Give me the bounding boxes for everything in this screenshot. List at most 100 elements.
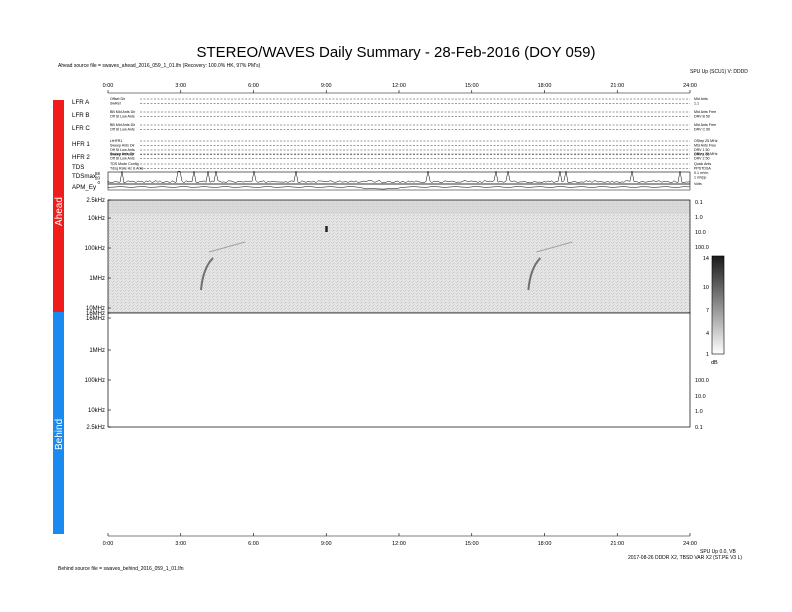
hk-sub-label: LtHFR1 xyxy=(110,139,122,143)
time-tick-bottom: 3:00 xyxy=(175,541,186,547)
time-tick-top: 9:00 xyxy=(321,83,332,89)
time-tick-top: 21:00 xyxy=(610,83,624,89)
hk-right-label: DRV B 50 xyxy=(694,115,710,119)
colorbar-tick: 1 xyxy=(706,352,709,358)
spike-mark xyxy=(325,226,328,232)
ahead-freq-label: 100kHz xyxy=(85,246,105,252)
ahead-band xyxy=(108,200,690,214)
bottom-right-note-1: SPU Up 0.0, VB xyxy=(700,549,736,555)
bottom-right-note-2: 2017-08-26 DDDR X2, TBSD VAR X2 (ST.PE V… xyxy=(628,555,743,561)
hk-sub-label: Off St Low Ants xyxy=(110,115,135,119)
time-tick-top: 24:00 xyxy=(683,83,697,89)
colorbar-tick: 14 xyxy=(703,256,709,262)
hk-right-label: Mid Ants Free xyxy=(694,144,716,148)
hk-right-label: Mid Ants Free xyxy=(694,123,716,127)
hk-right-label: Quick Ants xyxy=(694,162,711,166)
ahead-freq-label: 2.5kHz xyxy=(86,198,105,204)
hk-right-label: DRV 2 50 xyxy=(694,157,710,161)
hk-sub-label: BB Mid Ants Dir xyxy=(110,110,136,114)
ahead-right-tick: 10.0 xyxy=(695,230,706,236)
hk-sub-label: Offset Dir xyxy=(110,97,126,101)
hk-right-label: DRV 1 50 xyxy=(694,153,710,157)
behind-freq-label: 1MHz xyxy=(89,348,105,354)
hk-sub-label: Off St Low Ants xyxy=(110,148,135,152)
time-tick-bottom: 18:00 xyxy=(538,541,552,547)
behind-right-tick: 1.0 xyxy=(695,409,703,415)
hk-row-label: LFR C xyxy=(72,125,90,132)
behind-freq-label: 2.5kHz xyxy=(86,425,105,431)
time-tick-bottom: 0:00 xyxy=(103,541,114,547)
hk-sub-label: Sweep Ants Dir xyxy=(110,144,135,148)
hk-right-label: Volts xyxy=(694,182,702,186)
time-tick-top: 6:00 xyxy=(248,83,259,89)
hk-right-label: 1.1 xyxy=(694,102,699,106)
ahead-freq-label: 16MHz xyxy=(86,311,105,317)
colorbar-unit: dB xyxy=(711,360,718,366)
hk-right-label: Mid Ants Free xyxy=(694,110,716,114)
hk-right-label: OStep 25 MHz xyxy=(694,152,718,156)
tdsmax-scale-label: 0 xyxy=(97,180,100,185)
radio-burst xyxy=(200,257,214,291)
hk-right-label: 0.1 mVm xyxy=(694,171,708,175)
behind-right-tick: 0.1 xyxy=(695,425,703,431)
tdsmax-scale-label: 55 xyxy=(95,171,101,176)
hk-sub-label: Tdsq Rate Hz & Ants xyxy=(110,167,144,171)
hk-right-label: DRV C 50 xyxy=(694,128,710,132)
hk-right-label: Mid Ants xyxy=(694,97,708,101)
hk-right-label: OStep 25 MHz xyxy=(694,139,718,143)
behind-frame xyxy=(107,312,691,428)
hk-sub-label: BB Mid Ants Dir xyxy=(110,123,136,127)
hk-sub-label: TDS Mode Config xyxy=(110,162,139,166)
hk-row-label: HFR 2 xyxy=(72,154,90,161)
ahead-source-line: Ahead source file = swaves_ahead_2016_05… xyxy=(58,63,261,69)
behind-freq-label: 16MHz xyxy=(86,316,105,322)
hk-right-label: DRV 1 50 xyxy=(694,148,710,152)
tdsmax-trace xyxy=(107,170,691,184)
hk-row-label: HFR 1 xyxy=(72,141,90,148)
hk-right-label: PPSTDSA xyxy=(694,167,711,171)
colorbar-tick: 4 xyxy=(706,331,709,337)
ahead-right-tick: 0.1 xyxy=(695,200,703,206)
time-tick-bottom: 15:00 xyxy=(465,541,479,547)
colorbar xyxy=(711,255,725,355)
hk-row-label: TDSmax xyxy=(72,173,97,180)
ahead-bar xyxy=(53,100,64,312)
hk-row-label: LFR A xyxy=(72,99,90,106)
behind-freq-label: 10kHz xyxy=(88,408,105,414)
hk-right-label: 1 mVpp xyxy=(694,176,706,180)
burst-tail xyxy=(208,241,246,253)
time-tick-bottom: 12:00 xyxy=(392,541,406,547)
hk-sub-label: Off St Low Ants xyxy=(110,157,135,161)
apm-trace xyxy=(107,186,691,190)
ahead-freq-label: 10kHz xyxy=(88,216,105,222)
tdsmax-scale-label: 20 xyxy=(95,176,101,181)
hk-sub-label: Sweep Rt Ants xyxy=(110,153,134,157)
time-tick-top: 18:00 xyxy=(538,83,552,89)
behind-source-line: Behind source file = swaves_behind_2016_… xyxy=(58,566,184,572)
ahead-spectrogram xyxy=(108,200,690,313)
page-title: STEREO/WAVES Daily Summary - 28-Feb-2016… xyxy=(196,44,596,61)
time-tick-top: 3:00 xyxy=(175,83,186,89)
time-tick-top: 15:00 xyxy=(465,83,479,89)
top-right-note: SPU Up (SCU1) V: DDDD xyxy=(690,69,748,75)
ahead-right-tick: 100.0 xyxy=(695,245,709,251)
hk-row-label: TDS xyxy=(72,164,84,171)
behind-bar xyxy=(53,312,64,534)
behind-freq-label: 100kHz xyxy=(85,378,105,384)
burst-tail xyxy=(536,241,573,253)
time-tick-bottom: 6:00 xyxy=(248,541,259,547)
radio-burst xyxy=(527,257,542,291)
behind-right-tick: 100.0 xyxy=(695,378,709,384)
ahead-right-tick: 1.0 xyxy=(695,215,703,221)
time-tick-top: 0:00 xyxy=(103,83,114,89)
hk-sub-label: Sweep Ants Dir xyxy=(110,152,135,156)
time-tick-bottom: 21:00 xyxy=(610,541,624,547)
behind-right-tick: 10.0 xyxy=(695,394,706,400)
time-tick-top: 12:00 xyxy=(392,83,406,89)
colorbar-tick: 7 xyxy=(706,308,709,314)
ahead-freq-label: 10MHz xyxy=(86,306,105,312)
time-tick-bottom: 9:00 xyxy=(321,541,332,547)
colorbar-tick: 10 xyxy=(703,285,709,291)
hk-row-label: APM_Ey xyxy=(72,184,97,191)
